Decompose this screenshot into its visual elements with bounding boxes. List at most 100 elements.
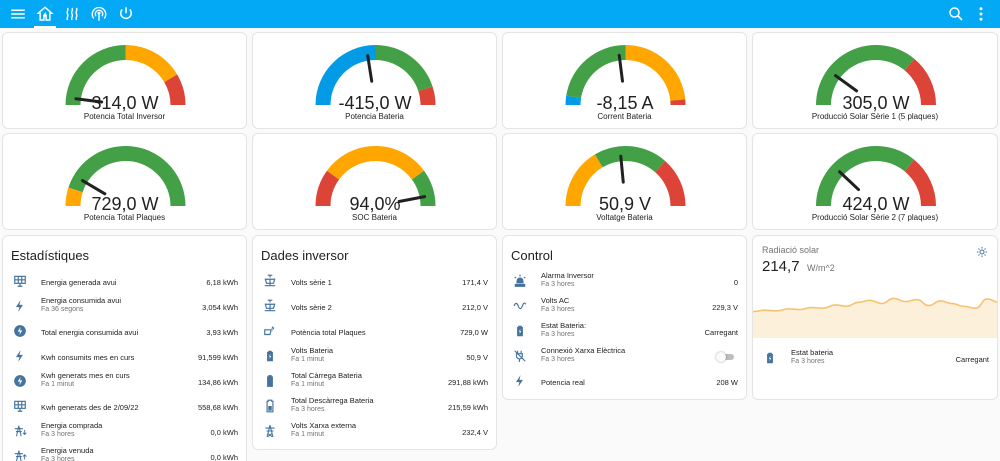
gauge-segment-orange <box>125 45 178 83</box>
gauge-segment-blue <box>565 95 582 105</box>
row-value: 0,0 kWh <box>210 453 238 461</box>
entity-row[interactable]: Energia consumida avui Fa 36 segons 3,054 … <box>3 294 246 319</box>
gauge-value: -415,0 W <box>338 93 411 113</box>
row-name: Estat Bateria: <box>541 321 587 330</box>
entity-row[interactable]: Volts Xarxa externa Fa 1 minut 232,4 V <box>253 419 496 444</box>
row-value: 3,054 kWh <box>202 303 238 312</box>
entity-row[interactable]: Volts Bateria Fa 1 minut 50,9 V <box>253 344 496 369</box>
antenna-icon[interactable] <box>90 5 108 23</box>
control-card: Control Alarma Inversor Fa 3 hores 0 Volts … <box>502 235 747 400</box>
gauge-needle <box>617 53 624 83</box>
flash-icon <box>13 349 27 363</box>
gauge-label: Producció Solar Sèrie 2 (7 plaques) <box>811 213 939 222</box>
gauge-value: 305,0 W <box>842 93 909 113</box>
solar-panel-icon <box>13 274 27 288</box>
entity-row[interactable]: Kwh generats mes en curs Fa 1 minut 134,86… <box>3 369 246 394</box>
entity-row[interactable]: Kwh generats des de 2/09/22 558,68 kWh <box>3 394 246 419</box>
solar-power-icon <box>263 274 277 288</box>
gauge-potencia-total-plaques[interactable]: 729,0 W Potencia Total Plaques <box>2 133 247 230</box>
gauge-value: 50,9 V <box>599 194 651 214</box>
row-name: Connexió Xarxa Elèctrica <box>541 346 626 355</box>
dades-inversor-card: Dades inversor Volts sèrie 1 171,4 V Volts… <box>252 235 497 450</box>
entity-row[interactable]: Total Càrrega Bateria Fa 1 minut 291,88 kW… <box>253 369 496 394</box>
row-sub: Fa 36 segons <box>41 306 84 313</box>
gauge-needle <box>834 74 859 93</box>
alarm-light-icon <box>513 274 527 288</box>
row-sub: Fa 3 hores <box>541 356 575 363</box>
menu-icon[interactable] <box>9 5 27 23</box>
row-sub: Fa 3 hores <box>541 281 575 288</box>
row-value: 215,59 kWh <box>447 403 488 412</box>
entity-row[interactable]: Alarma Inversor Fa 3 hores 0 <box>503 269 746 294</box>
row-name: Volts Bateria <box>291 346 334 355</box>
battery-icon <box>263 374 277 388</box>
entity-row[interactable]: Total energia consumida avui 3,93 kWh <box>3 319 246 344</box>
gauge-potencia-bateria[interactable]: -415,0 W Potencia Bateria <box>252 32 497 129</box>
row-value: Carregant <box>955 355 989 364</box>
entity-row[interactable]: Energia generada avui 6,18 kWh <box>3 269 246 294</box>
search-icon[interactable] <box>947 5 965 23</box>
radiacio-solar-card[interactable]: Radiació solar 214,7 W/m^2 Estat bateria… <box>752 235 998 400</box>
gauge-needle <box>80 179 107 196</box>
row-value: 0,0 kWh <box>210 428 238 437</box>
row-value: 229,3 V <box>712 303 738 312</box>
entity-row[interactable]: Potència total Plaques 729,0 W <box>253 319 496 344</box>
gauge-corrent-bateria[interactable]: -8,15 A Corrent Bateria <box>502 32 747 129</box>
estat-bateria-row[interactable]: Estat bateria Fa 3 hores Carregant <box>753 346 997 371</box>
card-title: Control <box>511 248 553 263</box>
row-sub: Fa 3 hores <box>791 358 825 365</box>
row-sub: Fa 3 hores <box>541 306 575 313</box>
row-name: Energia venuda <box>41 446 94 455</box>
row-sub: Fa 3 hores <box>41 431 75 438</box>
row-sub: Fa 3 hores <box>291 406 325 413</box>
entity-row[interactable]: Kwh consumits mes en curs 91,599 kWh <box>3 344 246 369</box>
battery-charging-icon <box>513 324 527 338</box>
gauge-value: 314,0 W <box>91 93 158 113</box>
solar-panel-icon <box>13 399 27 413</box>
radiacio-chart <box>753 297 997 338</box>
lightning-circle-icon <box>13 374 27 388</box>
row-name: Total Descàrrega Bateria <box>291 396 374 405</box>
entity-row[interactable]: Connexió Xarxa Elèctrica Fa 3 hores <box>503 344 746 369</box>
gauge-segment-red <box>418 86 436 105</box>
power-icon[interactable] <box>117 5 135 23</box>
entity-row[interactable]: Estat Bateria: Fa 3 hores Carregant <box>503 319 746 344</box>
radiacio-title: Radiació solar <box>762 245 820 255</box>
entity-row[interactable]: Volts AC Fa 3 hores 229,3 V <box>503 294 746 319</box>
gauge-voltatge-bateria[interactable]: 50,9 V Voltatge Bateria <box>502 133 747 230</box>
row-sub: Fa 3 hores <box>541 331 575 338</box>
flash-icon <box>513 374 527 388</box>
row-name: Energia generada avui <box>41 278 117 287</box>
gauge-produccio-solar-serie-1[interactable]: 305,0 W Producció Solar Sèrie 1 (5 plaqu… <box>752 32 998 129</box>
entity-row[interactable]: Total Descàrrega Bateria Fa 3 hores 215,59… <box>253 394 496 419</box>
gauge-segment-green <box>594 146 666 173</box>
grid-connection-toggle[interactable] <box>716 352 736 362</box>
home-icon[interactable] <box>36 5 54 23</box>
row-value: 50,9 V <box>466 353 488 362</box>
gauge-value: 94,0% <box>349 194 400 214</box>
gauge-segment-orange <box>625 45 686 101</box>
row-value: 212,0 V <box>462 303 488 312</box>
row-value: 729,0 W <box>460 328 488 337</box>
row-sub: Fa 1 minut <box>291 431 325 438</box>
gauge-soc-bateria[interactable]: 94,0% SOC Bateria <box>252 133 497 230</box>
entity-row[interactable]: Volts sèrie 1 171,4 V <box>253 269 496 294</box>
row-name: Volts AC <box>541 296 570 305</box>
entity-row[interactable]: Volts sèrie 2 212,0 V <box>253 294 496 319</box>
entity-row[interactable]: Potencia real 208 W <box>503 369 746 394</box>
heating-icon[interactable] <box>63 5 81 23</box>
gauge-segment-red <box>904 159 936 206</box>
row-value: 232,4 V <box>462 428 488 437</box>
row-value: 171,4 V <box>462 278 488 287</box>
entity-row[interactable]: Energia comprada Fa 3 hores 0,0 kWh <box>3 419 246 444</box>
gauge-segment-green <box>816 145 915 206</box>
gauge-potencia-total-inversor[interactable]: 314,0 W Potencia Total Inversor <box>2 32 247 129</box>
gauge-segment-blue <box>315 45 376 105</box>
gauge-value: -8,15 A <box>596 93 653 113</box>
gauge-segment-green <box>65 45 126 105</box>
row-sub: Fa 1 minut <box>291 381 325 388</box>
card-title: Dades inversor <box>261 248 349 263</box>
entity-row[interactable]: Energia venuda Fa 3 hores 0,0 kWh <box>3 444 246 461</box>
dots-vertical-icon[interactable] <box>972 5 990 23</box>
gauge-produccio-solar-serie-2[interactable]: 424,0 W Producció Solar Sèrie 2 (7 plaqu… <box>752 133 998 230</box>
